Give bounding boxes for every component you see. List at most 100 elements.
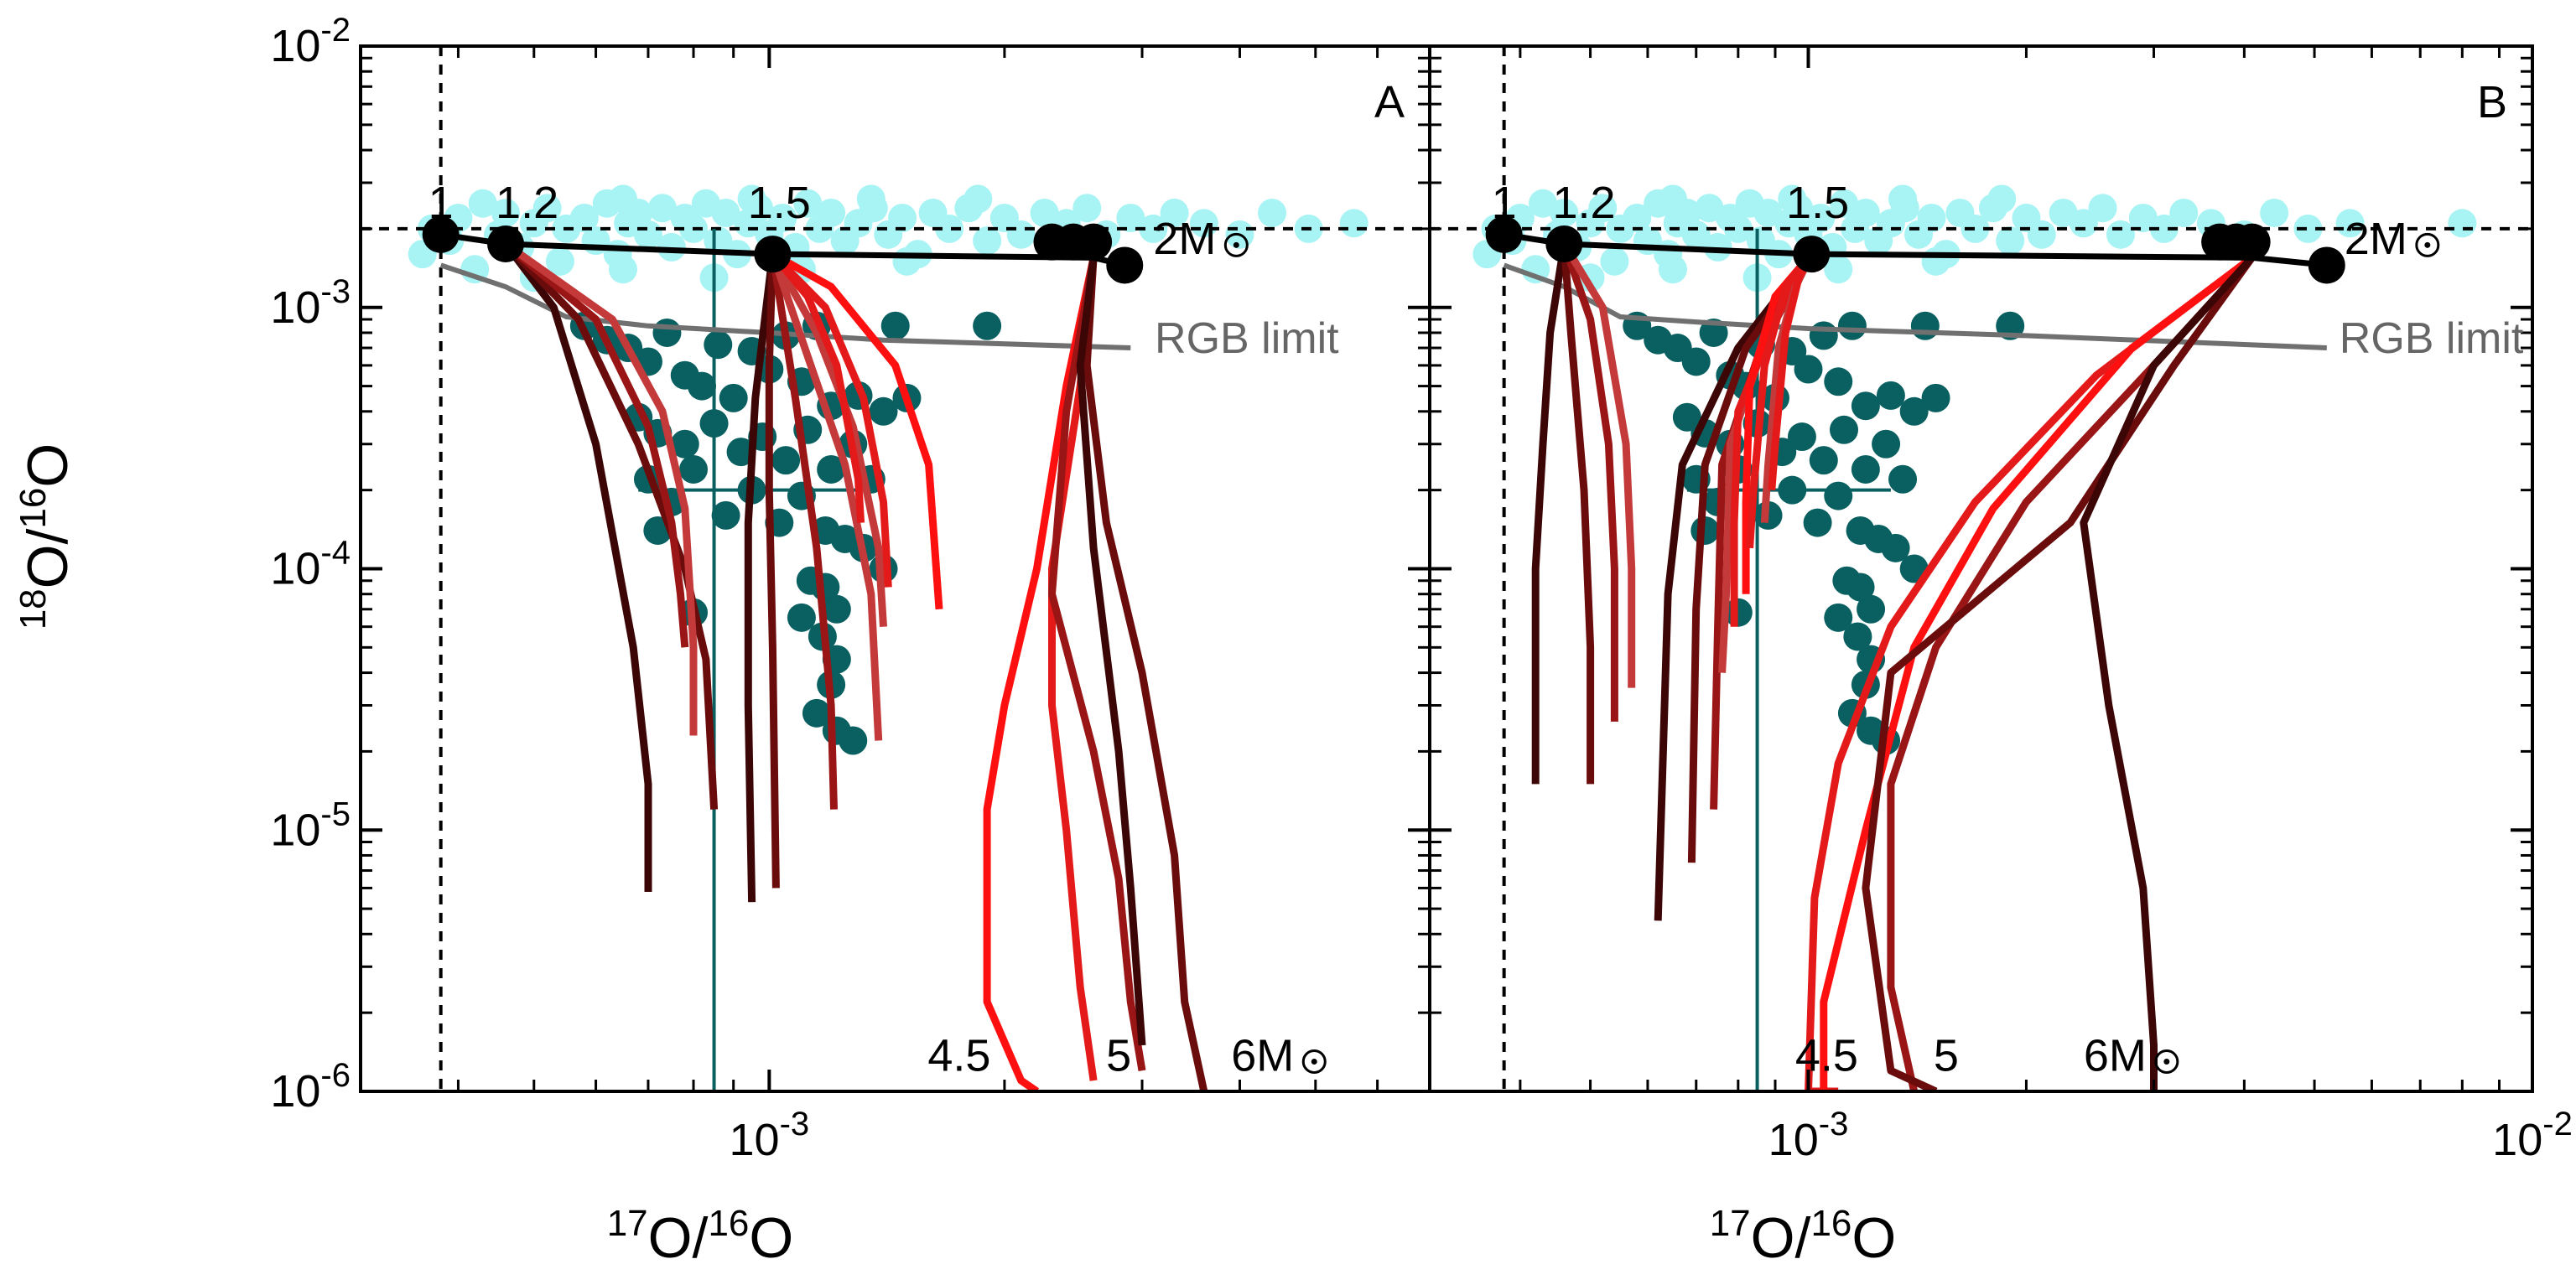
cyan-point-b-5 — [1529, 189, 1558, 218]
sun-symbol-a-6 — [1301, 1049, 1327, 1075]
teal-point-a-43 — [787, 603, 816, 632]
x-tick-label-b-1: 10-2 — [2492, 1106, 2573, 1165]
x-title-a-base: O/ — [648, 1206, 709, 1270]
sun-symbol-dot-b-3 — [2424, 241, 2431, 248]
teal-point-b-22 — [1787, 422, 1816, 452]
track-line-a-4 — [744, 253, 776, 903]
cyan-point-a-61 — [608, 255, 637, 284]
sun-symbol-dot-a-6 — [1311, 1059, 1317, 1065]
x-tick-base-b-0: 10 — [1768, 1115, 1819, 1165]
cyan-point-b-66 — [1778, 184, 1807, 214]
rgb-limit-line-a — [439, 262, 1131, 350]
cyan-point-a-10 — [532, 194, 562, 223]
initial-point-a-6 — [1106, 246, 1144, 284]
mass-label-b-2: 1.5 — [1786, 178, 1849, 228]
x-title-a-num-sup: 17 — [607, 1203, 648, 1244]
cyan-point-a-26 — [711, 198, 740, 227]
teal-point-b-41 — [1846, 573, 1875, 602]
track-line-b-4 — [1654, 251, 1815, 921]
y-title-base: O/ — [16, 528, 80, 588]
cyan-point-a-33 — [793, 189, 823, 218]
panel-a: 10-3 A 1 1.2 1.5 2M 4.5 5 6M RGB limit — [359, 44, 1431, 1165]
mass-label-b-4: 4.5 — [1795, 1030, 1858, 1080]
initial-point-a-2 — [754, 236, 792, 273]
cyan-point-b-61 — [1658, 255, 1687, 284]
teal-point-a-48 — [802, 698, 831, 728]
cyan-point-b-58 — [2293, 214, 2323, 243]
y-title-den: O — [16, 443, 80, 488]
initial-point-b-6 — [2308, 246, 2345, 284]
cyan-point-b-31 — [1806, 203, 1836, 232]
x-axis-title-b: 17O/16O — [1710, 1203, 1897, 1270]
x-tick-base-b-1: 10 — [2492, 1115, 2542, 1165]
teal-point-a-53 — [973, 311, 1002, 340]
cyan-point-b-57 — [2260, 198, 2289, 227]
teal-point-a-21 — [726, 438, 756, 467]
cyan-point-a-65 — [608, 184, 637, 214]
teal-point-b-52 — [1910, 311, 1940, 340]
cyan-point-a-43 — [935, 214, 964, 243]
y-tick-label-1: 10-3 — [270, 273, 351, 333]
cyan-point-a-11 — [545, 246, 574, 276]
mass-label-a-1: 1.2 — [496, 178, 558, 228]
teal-point-a-30 — [679, 454, 709, 484]
cyan-point-b-13 — [1623, 203, 1652, 232]
teal-point-a-8 — [719, 383, 748, 412]
cyan-point-a-67 — [856, 184, 886, 214]
cyan-point-b-47 — [2027, 220, 2056, 249]
track-line-b-16 — [1862, 255, 2256, 1091]
cyan-point-a-48 — [1030, 198, 1059, 227]
cyan-point-a-64 — [892, 246, 922, 276]
cyan-point-b-11 — [1600, 246, 1629, 276]
x-tick-label-b-0: 10-3 — [1768, 1106, 1849, 1165]
track-line-b-15 — [1887, 255, 2255, 1091]
x-tick-exp-a-0: -3 — [780, 1106, 810, 1143]
cyan-point-a-21 — [657, 232, 686, 262]
teal-point-b-33 — [1803, 508, 1832, 537]
initial-point-b-1 — [1545, 225, 1583, 262]
track-line-a-16 — [1076, 256, 1146, 1046]
y-tick-exp-2: -4 — [320, 535, 351, 572]
track-line-b-2 — [1561, 242, 1618, 722]
teal-point-b-25 — [1851, 454, 1880, 484]
x-tick-base-a-0: 10 — [730, 1115, 780, 1165]
cyan-point-a-13 — [569, 203, 599, 232]
initial-point-a-1 — [487, 225, 525, 262]
teal-point-a-6 — [688, 371, 717, 401]
track-line-a-0 — [502, 241, 652, 892]
mass-label-a-4: 4.5 — [927, 1030, 990, 1080]
track-line-a-15 — [1083, 257, 1208, 1091]
x-tick-exp-b-0: -3 — [1819, 1106, 1849, 1143]
x-axis-title-a: 17O/16O — [607, 1203, 794, 1270]
teal-point-a-23 — [771, 446, 801, 475]
sun-symbol-b-6 — [2154, 1049, 2179, 1075]
cyan-point-b-52 — [2128, 203, 2158, 232]
x-tick-label-a-0: 10-3 — [730, 1106, 810, 1165]
teal-point-a-50 — [839, 726, 868, 755]
initial-point-b-2 — [1793, 236, 1831, 273]
track-line-a-9 — [770, 251, 892, 588]
track-line-a-6 — [768, 253, 838, 810]
y-tick-base-0: 10 — [270, 21, 320, 71]
x-title-a-den-sup: 16 — [708, 1203, 749, 1244]
teal-point-b-10 — [1794, 355, 1823, 384]
teal-point-b-14 — [1851, 391, 1880, 421]
teal-point-a-31 — [711, 500, 740, 530]
teal-point-b-26 — [1872, 429, 1901, 459]
track-line-a-11 — [769, 251, 865, 523]
cyan-point-a-5 — [468, 189, 497, 218]
cyan-point-a-53 — [1139, 214, 1168, 243]
cyan-point-b-54 — [2169, 198, 2199, 227]
cyan-point-b-63 — [1824, 255, 1853, 284]
teal-point-b-34 — [1824, 481, 1853, 510]
track-line-a-8 — [769, 251, 887, 627]
teal-point-b-45 — [1843, 622, 1872, 651]
cyan-point-a-47 — [1006, 220, 1036, 249]
mass-label-a-5: 5 — [1106, 1030, 1131, 1080]
teal-point-b-3 — [1681, 347, 1711, 376]
teal-point-a-25 — [817, 454, 846, 484]
cyan-point-a-68 — [963, 184, 993, 214]
initial-point-b-0 — [1485, 215, 1523, 253]
y-tick-exp-3: -5 — [320, 795, 351, 832]
